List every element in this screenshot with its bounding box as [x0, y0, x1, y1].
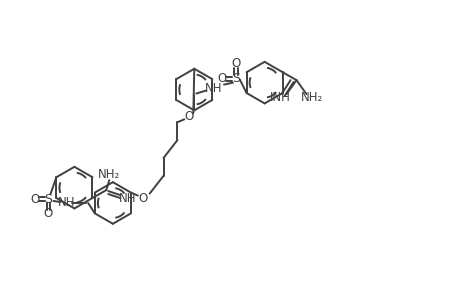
Text: O: O: [44, 207, 53, 220]
Text: O: O: [231, 57, 241, 70]
Text: INH: INH: [270, 91, 291, 104]
Text: NH: NH: [119, 191, 137, 204]
Text: NH: NH: [57, 196, 75, 209]
Text: O: O: [217, 72, 227, 85]
Text: O: O: [138, 192, 147, 205]
Text: NH: NH: [205, 82, 223, 95]
Text: S: S: [44, 193, 53, 206]
Text: NH₂: NH₂: [301, 91, 323, 104]
Text: S: S: [232, 72, 240, 85]
Text: O: O: [185, 110, 194, 123]
Text: O: O: [30, 193, 39, 206]
Text: NH₂: NH₂: [98, 168, 120, 181]
